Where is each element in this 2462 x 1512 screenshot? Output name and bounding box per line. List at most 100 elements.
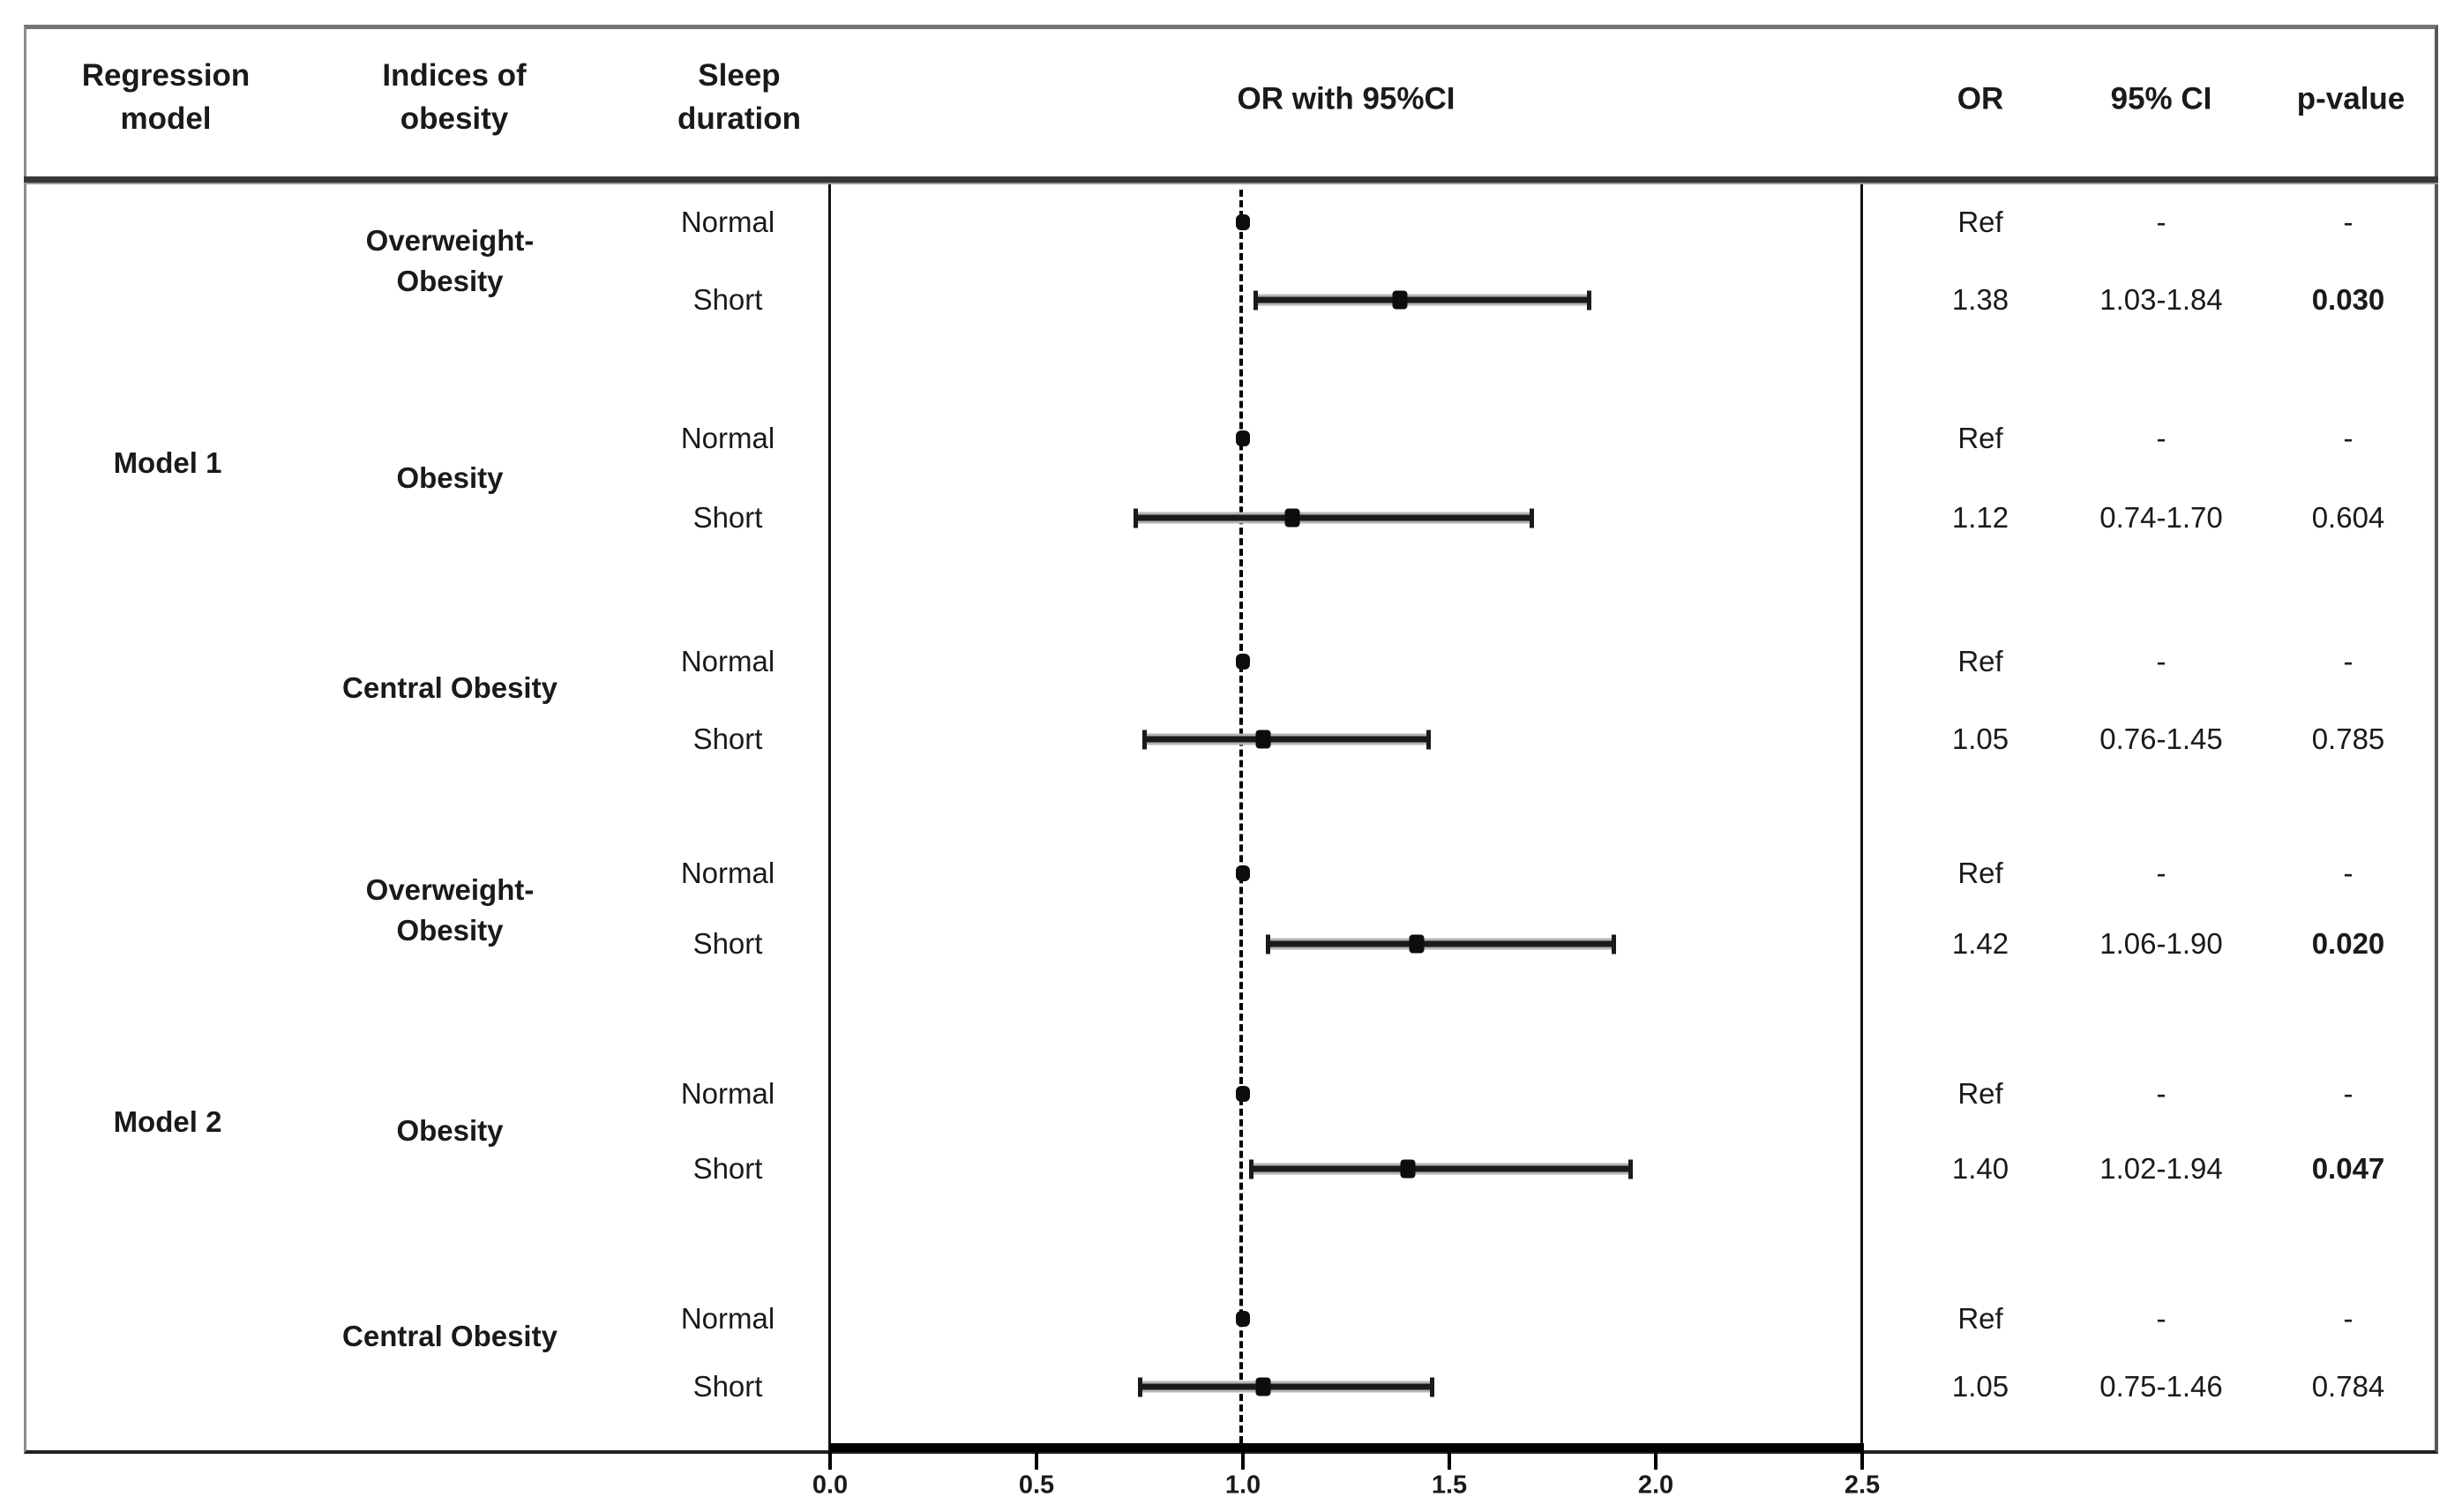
ci-value: -	[2156, 205, 2166, 238]
sleep-duration-label: Short	[692, 1151, 763, 1185]
axis-tick	[1860, 1452, 1864, 1470]
or-value: 1.40	[1951, 1151, 2009, 1185]
index-label: Central Obesity	[342, 670, 558, 704]
or-marker	[1409, 934, 1425, 954]
ci-value: 0.74-1.70	[2099, 500, 2223, 534]
sleep-duration-label: Normal	[680, 421, 775, 454]
p-value: -	[2343, 644, 2353, 677]
or-value: Ref	[1957, 644, 2003, 677]
header-regression-model: Regression model	[81, 58, 251, 136]
p-value: -	[2343, 421, 2353, 454]
ref-marker	[1236, 1311, 1250, 1327]
or-value: 1.12	[1951, 500, 2009, 534]
p-value: -	[2343, 205, 2353, 238]
ci-cap-low	[1253, 290, 1259, 310]
sleep-duration-label: Short	[692, 500, 763, 534]
sleep-duration-label: Short	[692, 722, 763, 755]
or-marker	[1392, 290, 1408, 310]
p-value: 0.785	[2311, 722, 2385, 755]
ci-value: -	[2156, 1301, 2166, 1335]
ci-value: -	[2156, 644, 2166, 677]
or-value: Ref	[1957, 1301, 2003, 1335]
ci-cap-high	[1430, 1377, 1435, 1396]
p-value: 0.047	[2311, 1151, 2385, 1185]
sleep-duration-label: Short	[692, 282, 763, 316]
p-value: 0.604	[2311, 500, 2385, 534]
ci-cap-low	[1141, 730, 1147, 749]
ci-cap-high	[1628, 1159, 1633, 1179]
index-label: Overweight- Obesity	[365, 872, 535, 947]
index-label: Obesity	[396, 460, 504, 494]
model-label: Model 2	[113, 1104, 222, 1138]
p-value: -	[2343, 1301, 2353, 1335]
ref-marker	[1236, 654, 1250, 670]
ci-cap-high	[1587, 290, 1592, 310]
axis-tick	[1241, 1452, 1245, 1470]
header-p-value: p-value	[2296, 81, 2406, 116]
ci-value: 0.75-1.46	[2099, 1369, 2223, 1403]
sleep-duration-label: Normal	[680, 644, 775, 677]
axis-tick-label: 0.5	[1018, 1471, 1055, 1500]
ci-value: 1.03-1.84	[2099, 282, 2223, 316]
ref-marker	[1236, 865, 1250, 881]
p-value: 0.784	[2311, 1369, 2385, 1403]
ci-value: -	[2156, 856, 2166, 889]
or-value: 1.42	[1951, 926, 2009, 960]
sleep-duration-label: Short	[692, 1369, 763, 1403]
or-marker	[1255, 730, 1271, 749]
or-value: 1.05	[1951, 1369, 2009, 1403]
ci-cap-low	[1266, 934, 1271, 954]
column-divider-right	[1860, 184, 1863, 1454]
ref-marker	[1236, 214, 1250, 230]
axis-tick	[828, 1452, 832, 1470]
axis-tick-label: 1.5	[1431, 1471, 1468, 1500]
ci-cap-high	[1426, 730, 1431, 749]
axis-tick	[1035, 1452, 1038, 1470]
or-value: 1.38	[1951, 282, 2009, 316]
ci-bar	[1138, 1377, 1435, 1396]
sleep-duration-label: Normal	[680, 856, 775, 889]
header-plot-title: OR with 95%CI	[1237, 81, 1455, 116]
or-value: Ref	[1957, 1076, 2003, 1110]
p-value: 0.020	[2311, 926, 2385, 960]
sleep-duration-label: Short	[692, 926, 763, 960]
ci-cap-low	[1134, 508, 1139, 528]
axis-tick-label: 2.0	[1637, 1471, 1674, 1500]
index-label: Overweight- Obesity	[365, 223, 535, 297]
x-axis	[830, 1443, 1864, 1452]
header-or: OR	[1957, 81, 2004, 116]
ci-bar	[1249, 1159, 1633, 1179]
ci-value: 1.06-1.90	[2099, 926, 2223, 960]
reference-line	[1239, 190, 1243, 1443]
ci-cap-high	[1612, 934, 1617, 954]
ci-bar	[1266, 934, 1617, 954]
or-marker	[1284, 508, 1300, 528]
ci-value: 1.02-1.94	[2099, 1151, 2223, 1185]
model-label: Model 1	[113, 445, 222, 479]
or-value: Ref	[1957, 205, 2003, 238]
ci-bar	[1141, 730, 1431, 749]
ci-cap-low	[1249, 1159, 1254, 1179]
ci-bar	[1134, 508, 1534, 528]
ref-marker	[1236, 430, 1250, 446]
p-value: -	[2343, 856, 2353, 889]
or-marker	[1400, 1159, 1416, 1179]
header-ci: 95% CI	[2110, 81, 2212, 116]
or-value: Ref	[1957, 856, 2003, 889]
axis-tick-label: 2.5	[1844, 1471, 1881, 1500]
ci-value: 0.76-1.45	[2099, 722, 2223, 755]
or-marker	[1255, 1377, 1271, 1396]
header-indices-of-obesity: Indices of obesity	[382, 58, 527, 136]
or-value: 1.05	[1951, 722, 2009, 755]
ci-bar	[1253, 290, 1592, 310]
axis-tick	[1448, 1452, 1451, 1470]
axis-tick-label: 0.0	[812, 1471, 849, 1500]
index-label: Obesity	[396, 1113, 504, 1147]
sleep-duration-label: Normal	[680, 1076, 775, 1110]
p-value: 0.030	[2311, 282, 2385, 316]
p-value: -	[2343, 1076, 2353, 1110]
ci-value: -	[2156, 1076, 2166, 1110]
sleep-duration-label: Normal	[680, 205, 775, 238]
ci-value: -	[2156, 421, 2166, 454]
